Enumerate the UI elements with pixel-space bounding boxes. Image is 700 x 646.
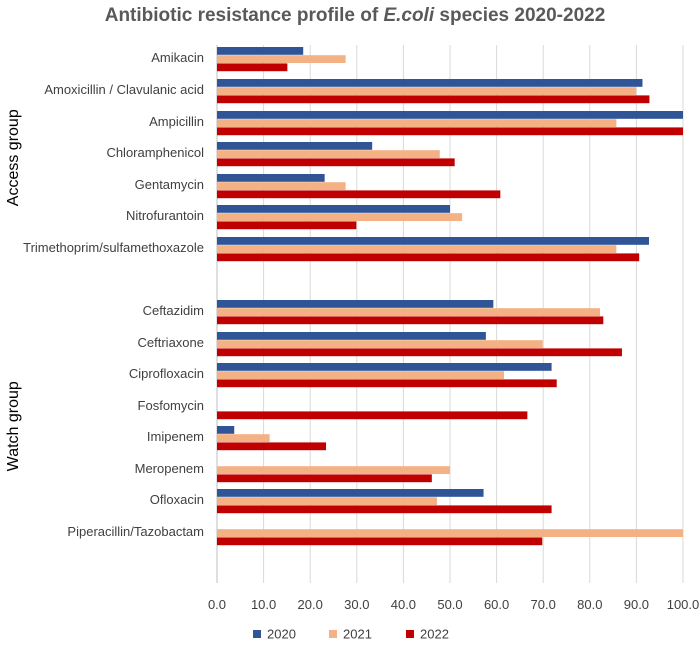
- bar-2021: [217, 119, 617, 127]
- bar-2021: [217, 150, 440, 158]
- category-label: Ofloxacin: [150, 492, 204, 507]
- legend-swatch-2020: [253, 630, 261, 638]
- bar-2021: [217, 529, 683, 537]
- category-label: Meropenem: [135, 461, 204, 476]
- legend: 2020 2021 2022: [253, 627, 449, 642]
- bar-2021: [217, 213, 463, 221]
- category-label: Piperacillin/Tazobactam: [67, 524, 204, 539]
- category-label: Ciprofloxacin: [129, 366, 204, 381]
- legend-label: 2021: [343, 627, 372, 642]
- bar-2022: [217, 442, 327, 451]
- bar-2020: [217, 111, 683, 119]
- bar-2020: [217, 363, 552, 371]
- x-tick-label: 70.0: [531, 597, 556, 612]
- bar-2020: [217, 300, 494, 308]
- category-label: Chloramphenicol: [106, 145, 204, 160]
- x-tick-label: 30.0: [344, 597, 369, 612]
- x-tick-label: 100.0: [667, 597, 700, 612]
- bar-2022: [217, 411, 528, 420]
- group-label: Watch group: [5, 381, 22, 471]
- bar-2022: [217, 190, 501, 199]
- bar-2021: [217, 87, 636, 95]
- legend-label: 2020: [267, 627, 296, 642]
- legend-label: 2022: [420, 627, 449, 642]
- bar-2022: [217, 221, 357, 230]
- x-tick-label: 10.0: [251, 597, 276, 612]
- x-tick-label: 0.0: [208, 597, 226, 612]
- bar-2022: [217, 95, 650, 104]
- bar-2020: [217, 174, 325, 182]
- chart-title-organism: E.coli: [383, 5, 434, 26]
- bar-2022: [217, 63, 288, 72]
- group-labels: Access group Watch group: [5, 109, 22, 471]
- x-tick-label: 90.0: [624, 597, 649, 612]
- category-labels: Amikacin Amoxicillin / Clavulanic acid Amp…: [23, 50, 204, 539]
- category-label: Fosfomycin: [138, 398, 204, 413]
- category-label: Trimethoprim/sulfamethoxazole: [23, 240, 204, 255]
- bar-2022: [217, 505, 552, 514]
- category-label: Ceftazidim: [143, 303, 204, 318]
- category-label: Amikacin: [151, 50, 204, 65]
- bar-2021: [217, 497, 437, 505]
- group-label: Access group: [5, 109, 22, 206]
- bar-2022: [217, 474, 432, 483]
- chart-title-start: Antibiotic resistance profile of: [105, 5, 384, 26]
- bar-2022: [217, 158, 455, 167]
- bar-2022: [217, 253, 640, 262]
- bar-2021: [217, 308, 601, 316]
- chart-title: Antibiotic resistance profile of E.coli …: [105, 5, 606, 26]
- bar-2021: [217, 434, 270, 442]
- bar-2021: [217, 371, 505, 379]
- bar-2020: [217, 426, 235, 434]
- category-label: Gentamycin: [135, 177, 204, 192]
- legend-swatch-2021: [329, 630, 337, 638]
- category-label: Nitrofurantoin: [126, 208, 204, 223]
- x-tick-label: 50.0: [437, 597, 462, 612]
- bar-2020: [217, 237, 649, 245]
- bar-2022: [217, 348, 622, 357]
- bar-2021: [217, 245, 617, 253]
- bar-2022: [217, 127, 683, 136]
- x-tick-label: 80.0: [577, 597, 602, 612]
- bar-2020: [217, 205, 450, 213]
- bar-2021: [217, 55, 346, 63]
- bar-2020: [217, 79, 643, 87]
- category-label: Ampicillin: [149, 114, 204, 129]
- x-tick-label: 60.0: [484, 597, 509, 612]
- category-label: Amoxicillin / Clavulanic acid: [44, 82, 204, 97]
- bar-2022: [217, 379, 557, 388]
- x-axis-ticks: 0.0 10.0 20.0 30.0 40.0 50.0 60.0 70.0 80.0 90.0 1…: [208, 597, 699, 612]
- bar-2020: [217, 489, 484, 497]
- bar-2021: [217, 466, 450, 474]
- category-label: Imipenem: [147, 429, 204, 444]
- bar-2021: [217, 182, 346, 190]
- bar-2022: [217, 316, 604, 325]
- chart-title-end: species 2020-2022: [434, 5, 605, 26]
- bar-2020: [217, 47, 304, 55]
- bar-2020: [217, 142, 373, 150]
- bar-2022: [217, 537, 543, 546]
- bar-2020: [217, 332, 486, 340]
- bar-2021: [217, 340, 543, 348]
- bars: [217, 47, 683, 546]
- x-tick-label: 20.0: [298, 597, 323, 612]
- category-label: Ceftriaxone: [138, 335, 204, 350]
- legend-swatch-2022: [406, 630, 414, 638]
- x-tick-label: 40.0: [391, 597, 416, 612]
